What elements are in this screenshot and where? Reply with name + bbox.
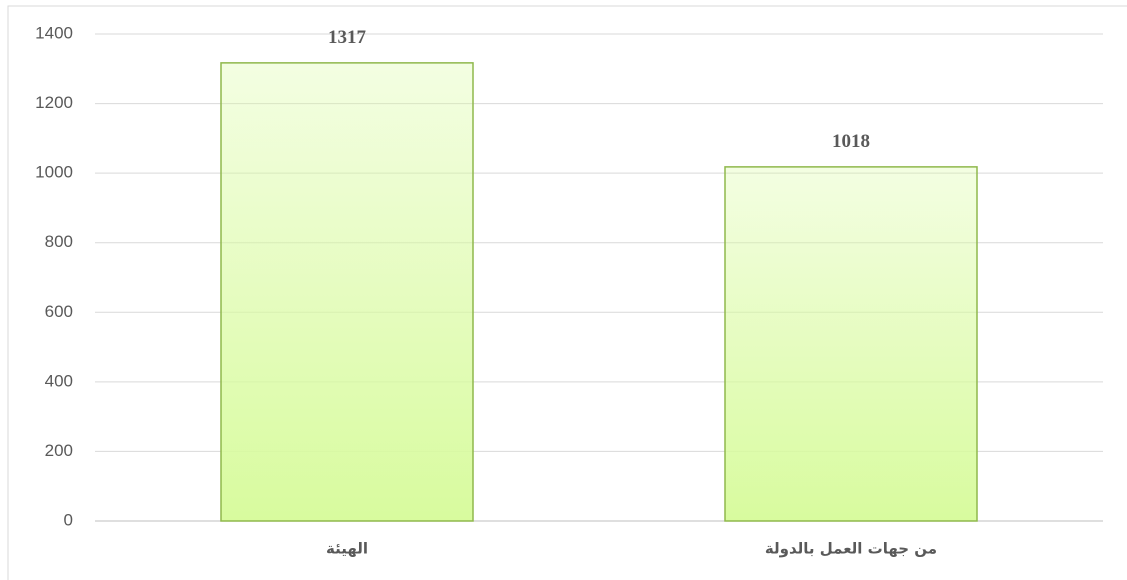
y-tick-label: 0 (64, 510, 73, 529)
chart-border (7, 5, 1127, 580)
bar (724, 166, 978, 522)
data-label: 1317 (328, 27, 367, 48)
y-tick-label: 800 (45, 232, 73, 251)
y-tick-label: 600 (45, 302, 73, 321)
x-tick-label: من جهات العمل بالدولة (765, 540, 937, 558)
y-tick-label: 200 (45, 441, 73, 460)
y-tick-label: 1400 (35, 23, 73, 42)
x-tick-label: الهيئة (326, 540, 368, 558)
data-label: 1018 (832, 131, 870, 152)
y-tick-label: 1200 (35, 93, 73, 112)
y-tick-label: 1000 (35, 163, 73, 182)
bar (220, 62, 474, 522)
y-tick-label: 400 (45, 371, 73, 390)
